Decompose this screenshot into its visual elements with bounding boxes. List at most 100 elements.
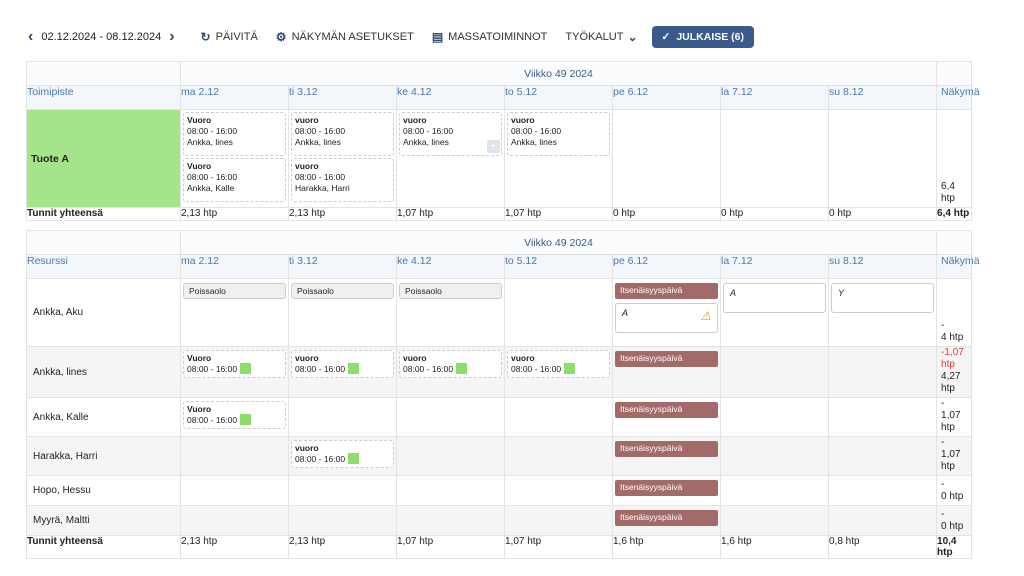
day-cell[interactable]: A — [720, 278, 829, 347]
resource-name: Ankka, Kalle — [26, 397, 181, 437]
mass-actions-button[interactable]: ▤ MASSATOIMINNOT — [432, 30, 548, 44]
day-cell[interactable]: vuoro 08:00 - 16:00 — [396, 346, 505, 398]
day-cell[interactable] — [504, 397, 613, 437]
resource-name: Myyrä, Maltti — [26, 505, 181, 536]
day-cell[interactable] — [504, 475, 613, 506]
day-cell[interactable] — [612, 109, 721, 208]
absence-card[interactable]: Poissaolo — [399, 283, 502, 299]
absence-card[interactable]: Poissaolo — [291, 283, 394, 299]
shift-card[interactable]: vuoro 08:00 - 16:00 Harakka, Harri — [291, 158, 394, 202]
day-cell[interactable] — [396, 475, 505, 506]
view-settings-button[interactable]: ⚙ NÄKYMÄN ASETUKSET — [276, 30, 414, 44]
day-cell[interactable]: Itsenäisyyspäivä — [612, 397, 721, 437]
shift-card[interactable]: vuoro 08:00 - 16:00 Ankka, lines — [507, 112, 610, 156]
day-cell[interactable] — [396, 436, 505, 476]
shift-time: 08:00 - 16:00 — [511, 364, 562, 374]
day-cell[interactable]: Poissaolo — [288, 278, 397, 347]
holiday-card[interactable]: Itsenäisyyspäivä — [615, 283, 718, 299]
total-value: 1,07 htp — [504, 207, 613, 221]
refresh-button[interactable]: ↻ PÄIVITÄ — [201, 30, 258, 44]
day-cell[interactable] — [504, 278, 613, 347]
shift-card[interactable]: Vuoro 08:00 - 16:00 Ankka, lines — [183, 112, 286, 156]
total-value: 1,6 htp — [612, 535, 721, 559]
day-cell[interactable]: Poissaolo — [180, 278, 289, 347]
note-card[interactable]: A ⚠ — [615, 303, 718, 333]
holiday-card[interactable]: Itsenäisyyspäivä — [615, 402, 718, 418]
day-cell[interactable]: Itsenäisyyspäivä — [612, 475, 721, 506]
day-cell[interactable] — [827, 109, 938, 208]
day-cell[interactable] — [720, 505, 829, 536]
day-cell[interactable] — [720, 397, 829, 437]
view-top: - — [941, 398, 945, 409]
day-cell[interactable]: vuoro 08:00 - 16:00 Ankka, lines — [504, 109, 613, 208]
holiday-card[interactable]: Itsenäisyyspäivä — [615, 351, 718, 367]
shift-time: 08:00 - 16:00 — [403, 364, 454, 374]
prev-week-chevron-icon[interactable]: ‹ — [28, 28, 34, 45]
date-range[interactable]: 02.12.2024 - 08.12.2024 — [41, 31, 162, 43]
shift-card[interactable]: vuoro 08:00 - 16:00 — [291, 350, 394, 378]
day-cell[interactable]: vuoro 08:00 - 16:00 — [504, 346, 613, 398]
shift-time: 08:00 - 16:00 — [295, 126, 346, 136]
publish-button[interactable]: ✓ JULKAISE (6) — [651, 26, 755, 48]
add-shift-icon[interactable]: + — [487, 140, 500, 153]
shift-card[interactable]: vuoro 08:00 - 16:00 Ankka, lines — [399, 112, 502, 156]
day-cell[interactable] — [720, 436, 829, 476]
next-week-chevron-icon[interactable]: › — [169, 28, 175, 45]
day-cell[interactable] — [827, 346, 938, 398]
day-cell[interactable]: vuoro 08:00 - 16:00 — [288, 436, 397, 476]
day-cell[interactable]: Y — [827, 278, 938, 347]
day-cell[interactable]: Itsenäisyyspäivä — [612, 505, 721, 536]
day-cell[interactable]: Poissaolo — [396, 278, 505, 347]
day-cell[interactable]: Vuoro 08:00 - 16:00 — [180, 346, 289, 398]
day-cell[interactable]: Itsenäisyyspäivä A ⚠ — [612, 278, 721, 347]
shift-person: Ankka, lines — [403, 137, 449, 147]
holiday-card[interactable]: Itsenäisyyspäivä — [615, 480, 718, 496]
day-cell[interactable] — [396, 505, 505, 536]
column-header-view: Näkymä — [936, 85, 980, 110]
day-cell[interactable] — [827, 475, 938, 506]
shift-card[interactable]: vuoro 08:00 - 16:00 — [399, 350, 502, 378]
day-cell[interactable] — [827, 397, 938, 437]
day-cell[interactable]: Itsenäisyyspäivä — [612, 346, 721, 398]
shift-card[interactable]: vuoro 08:00 - 16:00 — [507, 350, 610, 378]
holiday-card[interactable]: Itsenäisyyspäivä — [615, 510, 718, 526]
day-cell[interactable] — [180, 505, 289, 536]
day-cell[interactable] — [720, 475, 829, 506]
day-cell[interactable] — [288, 475, 397, 506]
empty-corner — [26, 61, 181, 86]
note-card[interactable]: A — [723, 283, 826, 313]
shift-card[interactable]: Vuoro 08:00 - 16:00 — [183, 350, 286, 378]
shift-title: Vuoro — [187, 353, 212, 363]
day-cell[interactable] — [180, 475, 289, 506]
note-card[interactable]: Y — [831, 283, 935, 313]
day-cell[interactable] — [504, 436, 613, 476]
empty-corner — [936, 230, 973, 255]
day-cell[interactable]: Itsenäisyyspäivä — [612, 436, 721, 476]
day-cell[interactable] — [396, 397, 505, 437]
shift-card[interactable]: vuoro 08:00 - 16:00 — [291, 440, 394, 468]
absence-card[interactable]: Poissaolo — [183, 283, 286, 299]
day-cell[interactable] — [180, 436, 289, 476]
day-cell[interactable]: Vuoro 08:00 - 16:00 — [180, 397, 289, 437]
column-header-day: ma 2.12 — [180, 85, 289, 110]
day-cell[interactable] — [827, 436, 938, 476]
view-cell: -0 htp — [936, 475, 973, 506]
shift-card[interactable]: vuoro 08:00 - 16:00 Ankka, lines — [291, 112, 394, 156]
day-cell[interactable] — [720, 346, 829, 398]
tools-dropdown[interactable]: TYÖKALUT ⌄ — [565, 30, 637, 44]
day-cell[interactable] — [288, 505, 397, 536]
day-cell[interactable] — [720, 109, 829, 208]
day-cell[interactable]: vuoro 08:00 - 16:00 Ankka, lines + — [396, 109, 505, 208]
day-cell[interactable] — [504, 505, 613, 536]
shift-card[interactable]: Vuoro 08:00 - 16:00 Ankka, Kalle — [183, 158, 286, 202]
view-bottom: 1,07 htp — [941, 410, 961, 433]
day-cell[interactable]: vuoro 08:00 - 16:00 — [288, 346, 397, 398]
holiday-card[interactable]: Itsenäisyyspäivä — [615, 441, 718, 457]
day-cell[interactable]: vuoro 08:00 - 16:00 Ankka, lines vuoro 08:0… — [288, 109, 397, 208]
shift-time: 08:00 - 16:00 — [295, 364, 346, 374]
day-cell[interactable] — [827, 505, 938, 536]
shift-title: Vuoro — [187, 115, 212, 125]
day-cell[interactable]: Vuoro 08:00 - 16:00 Ankka, lines Vuoro 08:0… — [180, 109, 289, 208]
shift-card[interactable]: Vuoro 08:00 - 16:00 — [183, 401, 286, 429]
day-cell[interactable] — [288, 397, 397, 437]
